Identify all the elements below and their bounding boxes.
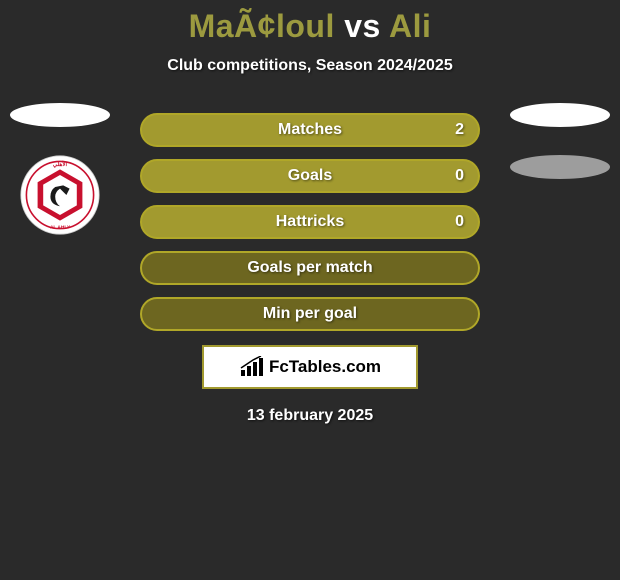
club-logo-al-ahly: الأهلي AL AHLY — [20, 155, 100, 235]
player1-placeholder-oval — [10, 103, 110, 127]
stat-row-min-per-goal: Min per goal — [140, 297, 480, 331]
stat-value: 0 — [455, 213, 464, 231]
svg-text:AL AHLY: AL AHLY — [50, 225, 71, 231]
stats-area: الأهلي AL AHLY Matches2Goals0Hattricks0G… — [0, 113, 620, 331]
stat-row-matches: Matches 2 — [140, 113, 480, 147]
player2-placeholder-oval-1 — [510, 103, 610, 127]
subtitle: Club competitions, Season 2024/2025 — [0, 57, 620, 75]
stat-label: Goals — [288, 167, 332, 185]
stat-value: 0 — [455, 167, 464, 185]
stat-label: Goals per match — [247, 259, 372, 277]
stat-label: Matches — [278, 121, 342, 139]
brand-box[interactable]: FcTables.com — [202, 345, 418, 389]
stat-row-hattricks: Hattricks 0 — [140, 205, 480, 239]
player1-name: MaÃ¢loul — [189, 8, 335, 44]
brand-text: FcTables.com — [269, 357, 381, 377]
stat-row-goals: Goals 0 — [140, 159, 480, 193]
stat-value: 2 — [455, 121, 464, 139]
stat-label: Min per goal — [263, 305, 357, 323]
date: 13 february 2025 — [0, 407, 620, 425]
player2-name: Ali — [389, 8, 431, 44]
page-title: MaÃ¢loul vs Ali — [0, 0, 620, 45]
stat-label: Hattricks — [276, 213, 344, 231]
right-column — [510, 103, 610, 207]
left-column: الأهلي AL AHLY — [10, 103, 110, 235]
chart-icon — [239, 356, 265, 378]
player2-placeholder-oval-2 — [510, 155, 610, 179]
stat-row-goals-per-match: Goals per match — [140, 251, 480, 285]
comparison-card: MaÃ¢loul vs Ali Club competitions, Seaso… — [0, 0, 620, 580]
vs-text: vs — [344, 8, 381, 44]
